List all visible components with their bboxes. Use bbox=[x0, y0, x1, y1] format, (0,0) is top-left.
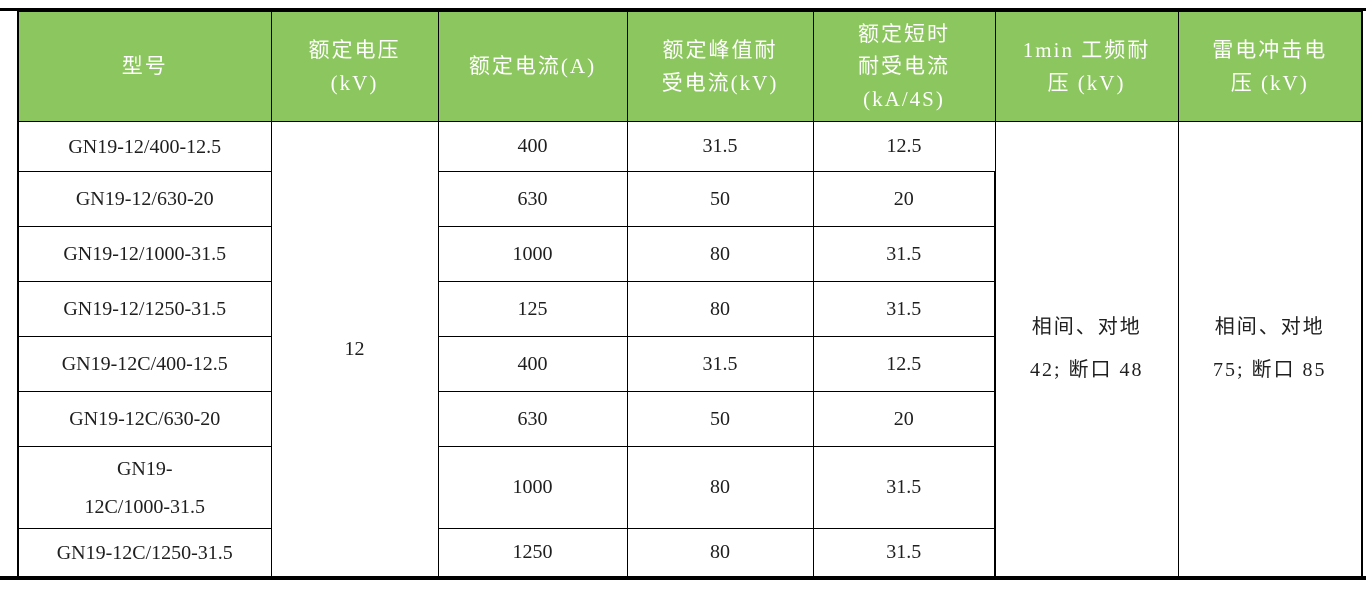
current-cell: 1250 bbox=[437, 528, 628, 577]
table-row: GN19-12C/400-12.5 400 31.5 12.5 bbox=[17, 336, 1362, 392]
peak-current-cell: 80 bbox=[626, 528, 814, 577]
peak-current-cell: 80 bbox=[626, 226, 814, 282]
current-cell: 630 bbox=[437, 171, 628, 227]
short-time-current-cell: 20 bbox=[812, 171, 996, 227]
peak-current-cell: 31.5 bbox=[626, 336, 814, 392]
model-cell: GN19-12C/1250-31.5 bbox=[17, 528, 272, 577]
model-cell: GN19- 12C/1000-31.5 bbox=[17, 446, 272, 529]
table-row: GN19-12/1000-31.5 1000 80 31.5 bbox=[17, 226, 1362, 282]
table-header-row: 型号 额定电压 (kV) 额定电流(A) 额定峰值耐 受电流(kV) 额定短时 … bbox=[17, 11, 1363, 122]
current-cell: 630 bbox=[437, 391, 628, 447]
model-cell: GN19-12C/630-20 bbox=[17, 391, 272, 447]
spec-table: 型号 额定电压 (kV) 额定电流(A) 额定峰值耐 受电流(kV) 额定短时 … bbox=[17, 11, 1363, 577]
model-cell: GN19-12/1250-31.5 bbox=[17, 281, 272, 337]
col-header-lightning-impulse: 雷电冲击电 压 (kV) bbox=[1177, 11, 1363, 122]
lightning-impulse-cell: 相间、对地 75; 断口 85 bbox=[1177, 121, 1363, 577]
short-time-current-cell: 31.5 bbox=[812, 226, 996, 282]
col-header-rated-current: 额定电流(A) bbox=[437, 11, 628, 122]
peak-current-cell: 50 bbox=[626, 391, 814, 447]
model-cell: GN19-12C/400-12.5 bbox=[17, 336, 272, 392]
model-cell: GN19-12/1000-31.5 bbox=[17, 226, 272, 282]
bottom-rule bbox=[0, 576, 1366, 580]
peak-current-cell: 31.5 bbox=[626, 121, 814, 172]
current-cell: 1000 bbox=[437, 226, 628, 282]
table-row: GN19-12/400-12.5 12 400 31.5 12.5 相间、对地 … bbox=[17, 121, 1363, 577]
current-cell: 400 bbox=[437, 336, 628, 392]
model-cell: GN19-12/630-20 bbox=[17, 171, 272, 227]
col-header-power-frequency-withstand: 1min 工频耐 压 (kV) bbox=[994, 11, 1179, 122]
power-frequency-withstand-cell: 相间、对地 42; 断口 48 bbox=[994, 121, 1179, 577]
peak-current-cell: 80 bbox=[626, 446, 814, 529]
col-header-model: 型号 bbox=[17, 11, 272, 122]
table-row: GN19-12/1250-31.5 125 80 31.5 bbox=[17, 281, 1362, 337]
rated-voltage-cell: 12 bbox=[270, 121, 439, 577]
peak-current-cell: 80 bbox=[626, 281, 814, 337]
short-time-current-cell: 20 bbox=[812, 391, 996, 447]
short-time-current-cell: 31.5 bbox=[812, 281, 996, 337]
current-cell: 1000 bbox=[437, 446, 628, 529]
table-row: GN19-12C/1250-31.5 1250 80 31.5 bbox=[17, 528, 1362, 577]
col-header-short-time-current: 额定短时 耐受电流 (kA/4S) bbox=[812, 11, 996, 122]
current-cell: 400 bbox=[437, 121, 628, 172]
short-time-current-cell: 12.5 bbox=[812, 336, 996, 392]
current-cell: 125 bbox=[437, 281, 628, 337]
peak-current-cell: 50 bbox=[626, 171, 814, 227]
col-header-rated-voltage: 额定电压 (kV) bbox=[270, 11, 439, 122]
short-time-current-cell: 31.5 bbox=[812, 446, 996, 529]
short-time-current-cell: 31.5 bbox=[812, 528, 996, 577]
model-cell: GN19-12/400-12.5 bbox=[17, 121, 272, 172]
col-header-peak-withstand-current: 额定峰值耐 受电流(kV) bbox=[626, 11, 814, 122]
top-rule bbox=[0, 8, 1366, 11]
short-time-current-cell: 12.5 bbox=[812, 121, 996, 172]
table-row: GN19-12/630-20 630 50 20 bbox=[17, 171, 1362, 227]
